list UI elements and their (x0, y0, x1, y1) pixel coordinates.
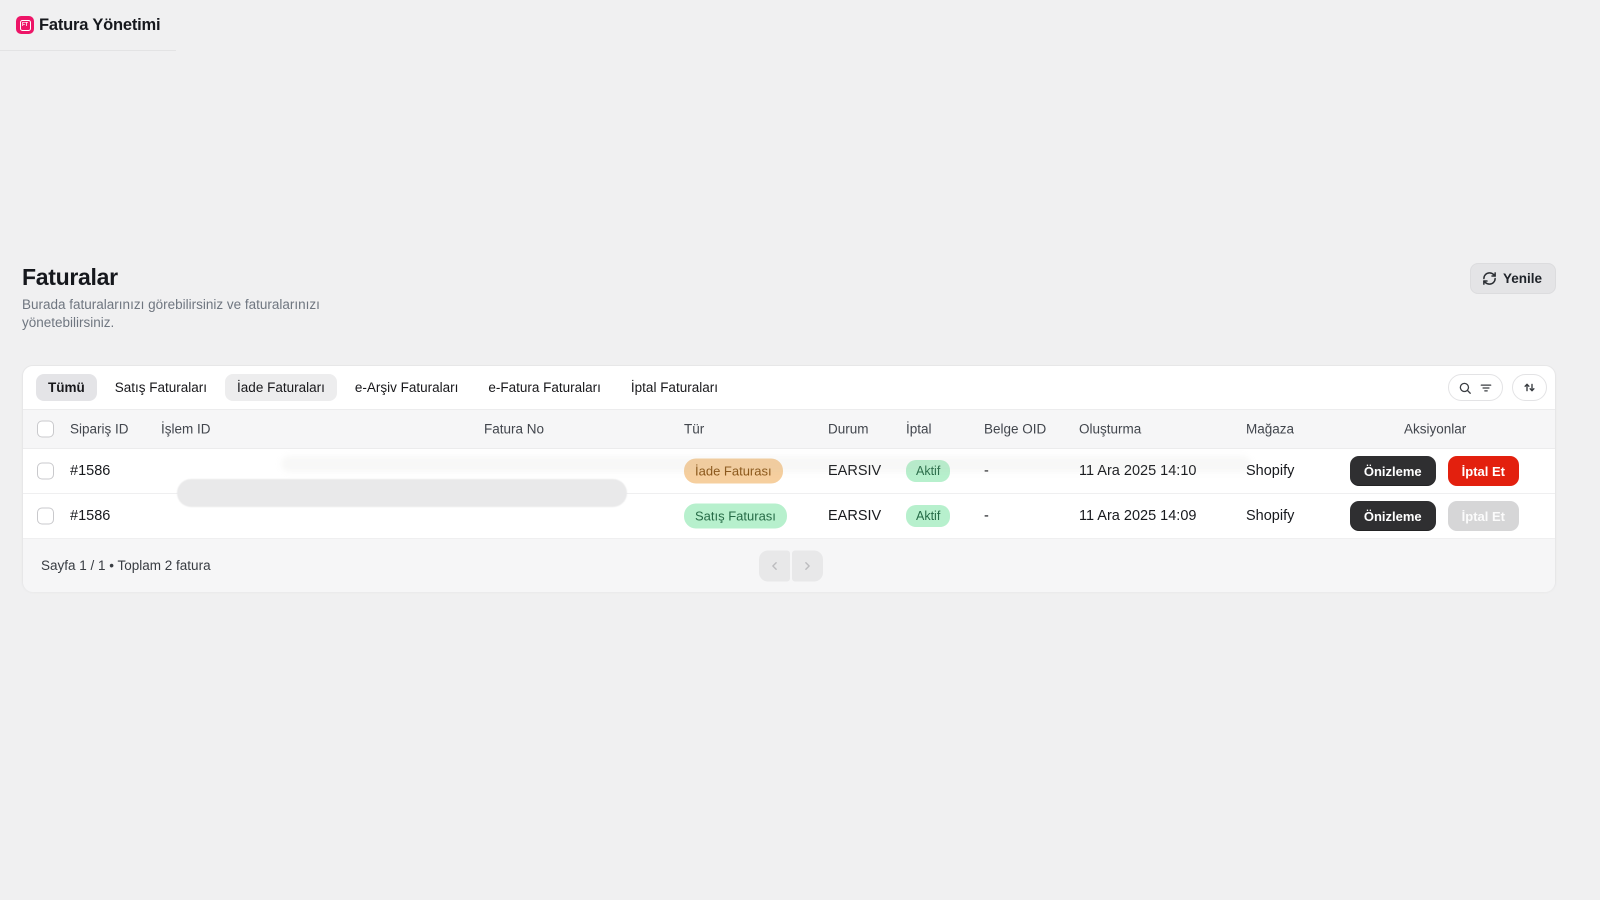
table-header-row: Sipariş ID İşlem ID Fatura No Tür Durum … (23, 409, 1555, 449)
blurred-text-artifact (281, 456, 1251, 472)
table-footer: Sayfa 1 / 1 • Toplam 2 fatura (23, 539, 1555, 592)
durum-value: EARSIV (828, 508, 882, 524)
column-header-tur: Tür (684, 421, 705, 437)
belge-oid-value: - (984, 463, 989, 479)
status-badge: Aktif (906, 460, 951, 482)
column-header-iptal: İptal (906, 421, 932, 437)
column-header-belge-oid: Belge OID (984, 421, 1047, 437)
preview-button[interactable]: Önizleme (1349, 501, 1436, 531)
invoice-type-badge: İade Faturası (684, 458, 783, 484)
column-header-olusturma: Oluşturma (1079, 421, 1142, 437)
column-header-aksiyonlar: Aksiyonlar (1404, 421, 1467, 437)
column-header-islem-id: İşlem ID (161, 421, 211, 437)
page-subtitle: Burada faturalarınızı görebilirsiniz ve … (22, 297, 320, 331)
pagination-summary: Sayfa 1 / 1 • Toplam 2 fatura (41, 558, 211, 573)
created-at: 11 Ara 2025 14:09 (1079, 508, 1197, 524)
tab-efatura-faturalari[interactable]: e-Fatura Faturaları (488, 380, 601, 395)
cancel-invoice-button-disabled: İptal Et (1447, 501, 1519, 531)
tab-satis-faturalari[interactable]: Satış Faturaları (114, 380, 208, 395)
pagination-controls (759, 550, 823, 581)
column-header-fatura-no: Fatura No (484, 421, 545, 437)
row-checkbox[interactable] (37, 507, 54, 525)
search-filter-button[interactable] (1448, 374, 1503, 401)
refresh-button-label: Yenile (1502, 271, 1542, 286)
sort-button[interactable] (1512, 374, 1547, 401)
cancel-invoice-button[interactable]: İptal Et (1447, 456, 1519, 486)
tab-iptal-faturalari[interactable]: İptal Faturaları (630, 380, 718, 395)
tab-iade-faturalari[interactable]: İade Faturaları (225, 374, 337, 401)
row-actions: Önizleme İptal Et (1349, 456, 1519, 486)
order-id: #1586 (70, 508, 111, 524)
filter-icon (1480, 383, 1492, 392)
app-logo-icon: FT (16, 16, 34, 34)
app-header: FT Fatura Yönetimi (0, 0, 176, 51)
row-actions: Önizleme İptal Et (1349, 501, 1519, 531)
invoice-type-badge: Satış Faturası (684, 503, 787, 529)
app-title: Fatura Yönetimi (39, 15, 161, 34)
tab-tumu[interactable]: Tümü (36, 374, 97, 401)
store-name: Shopify (1246, 508, 1295, 524)
search-icon (1459, 382, 1471, 394)
table-toolbar (1448, 374, 1547, 401)
chevron-left-icon (772, 561, 777, 570)
sort-icon (1524, 383, 1535, 392)
store-name: Shopify (1246, 463, 1295, 479)
page-title: Faturalar (22, 264, 118, 290)
row-checkbox[interactable] (37, 462, 54, 480)
select-all-checkbox[interactable] (37, 420, 54, 438)
preview-button[interactable]: Önizleme (1349, 456, 1436, 486)
redacted-value-blur (177, 479, 627, 507)
column-header-siparis-id: Sipariş ID (70, 421, 129, 437)
column-header-magaza: Mağaza (1246, 421, 1295, 437)
column-header-durum: Durum (828, 421, 869, 437)
next-page-button[interactable] (792, 550, 823, 581)
previous-page-button[interactable] (759, 550, 790, 581)
tab-earsiv-faturalari[interactable]: e-Arşiv Faturaları (354, 380, 459, 395)
invoices-card: Tümü Satış Faturaları İade Faturaları e-… (22, 365, 1556, 592)
created-at: 11 Ara 2025 14:10 (1079, 463, 1197, 479)
order-id: #1586 (70, 463, 111, 479)
durum-value: EARSIV (828, 463, 882, 479)
invoice-filter-tabs: Tümü Satış Faturaları İade Faturaları e-… (23, 366, 1555, 409)
refresh-button[interactable]: Yenile (1469, 263, 1556, 294)
chevron-right-icon (805, 561, 810, 570)
status-badge: Aktif (906, 505, 951, 527)
belge-oid-value: - (984, 508, 989, 524)
refresh-icon (1483, 272, 1496, 285)
